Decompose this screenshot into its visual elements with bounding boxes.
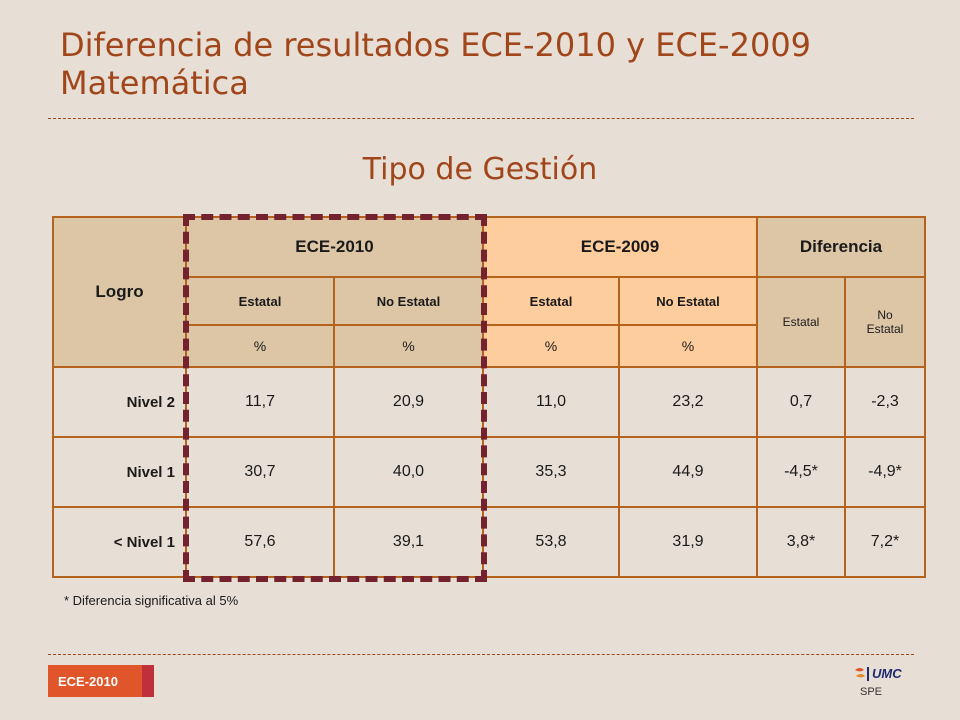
row-label: Nivel 2 — [52, 366, 187, 438]
cell-value: 11,0 — [482, 366, 620, 438]
umc-logo: UMC SPE — [852, 664, 912, 704]
cell-value: 39,1 — [333, 506, 484, 578]
cell-value: 23,2 — [618, 366, 758, 438]
cell-value: -4,9* — [843, 436, 927, 508]
cell-value: 30,7 — [185, 436, 335, 508]
table-row: Nivel 1 30,7 40,0 35,3 44,9 -4,5* -4,9* — [52, 436, 927, 508]
footer-badge: ECE-2010 — [48, 665, 152, 697]
footnote: * Diferencia significativa al 5% — [64, 593, 239, 608]
header-ece-2010: ECE-2010 — [185, 216, 484, 278]
subheader-2009-no-estatal: No Estatal — [618, 276, 758, 326]
logo-text: UMC — [872, 666, 902, 681]
cell-value: 40,0 — [333, 436, 484, 508]
pct-2010-estatal: % — [185, 324, 335, 368]
top-divider — [48, 118, 914, 119]
header-diferencia: Diferencia — [755, 216, 927, 278]
slide-title-line-1: Diferencia de resultados ECE-2010 y ECE-… — [60, 26, 812, 64]
cell-value: 53,8 — [482, 506, 620, 578]
cell-value: 0,7 — [756, 366, 846, 438]
slide-title: Diferencia de resultados ECE-2010 y ECE-… — [60, 26, 920, 102]
cell-value: 20,9 — [333, 366, 484, 438]
row-label: < Nivel 1 — [52, 506, 187, 578]
cell-value: 35,3 — [482, 436, 620, 508]
subheader-diff-no-estatal: No Estatal — [843, 276, 927, 368]
results-table: Logro ECE-2010 ECE-2009 Diferencia Estat… — [52, 216, 927, 578]
table-row: Nivel 2 11,7 20,9 11,0 23,2 0,7 -2,3 — [52, 366, 927, 438]
pct-2009-estatal: % — [482, 324, 620, 368]
subheader-2010-no-estatal: No Estatal — [333, 276, 484, 326]
cell-value: 57,6 — [185, 506, 335, 578]
cell-value: -2,3 — [843, 366, 927, 438]
cell-value: 7,2* — [843, 506, 927, 578]
subheader-diff-estatal: Estatal — [756, 276, 846, 368]
header-logro: Logro — [52, 216, 187, 368]
subheader-2009-estatal: Estatal — [482, 276, 620, 326]
cell-value: 3,8* — [756, 506, 846, 578]
footer-badge-accent — [142, 665, 154, 697]
subheader-2010-estatal: Estatal — [185, 276, 335, 326]
bottom-divider — [48, 654, 914, 655]
row-label: Nivel 1 — [52, 436, 187, 508]
cell-value: -4,5* — [756, 436, 846, 508]
slide-title-line-2: Matemática — [60, 64, 249, 102]
pct-2010-no-estatal: % — [333, 324, 484, 368]
cell-value: 44,9 — [618, 436, 758, 508]
cell-value: 31,9 — [618, 506, 758, 578]
cell-value: 11,7 — [185, 366, 335, 438]
pct-2009-no-estatal: % — [618, 324, 758, 368]
umc-logo-icon — [855, 667, 869, 681]
slide-subtitle: Tipo de Gestión — [362, 152, 598, 187]
table-row: < Nivel 1 57,6 39,1 53,8 31,9 3,8* 7,2* — [52, 506, 927, 578]
header-ece-2009: ECE-2009 — [482, 216, 758, 278]
logo-subtext: SPE — [860, 686, 883, 698]
